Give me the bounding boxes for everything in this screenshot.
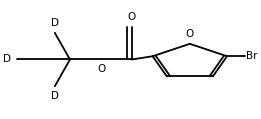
Text: D: D (3, 55, 11, 64)
Text: D: D (51, 91, 59, 101)
Text: Br: Br (246, 51, 258, 61)
Text: O: O (128, 12, 136, 22)
Text: O: O (97, 64, 106, 74)
Text: O: O (186, 29, 194, 39)
Text: D: D (51, 18, 59, 28)
